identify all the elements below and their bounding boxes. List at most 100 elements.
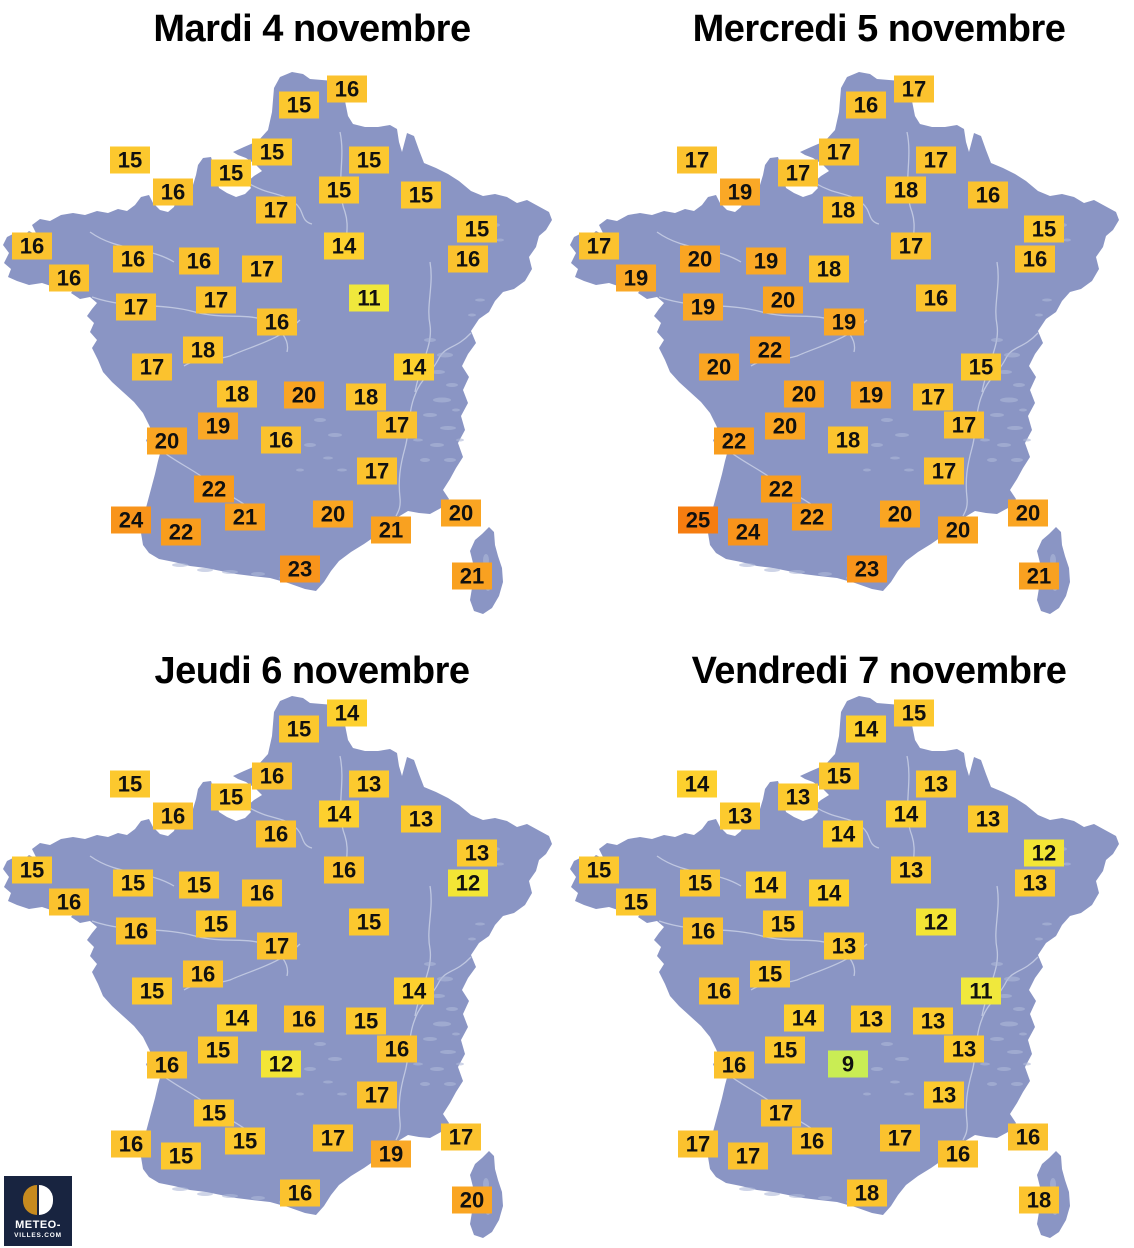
temperature-badge: 16 xyxy=(111,1130,151,1158)
temperature-badge: 14 xyxy=(394,977,434,1005)
temperature-badge: 17 xyxy=(313,1124,353,1152)
temperature-badge: 17 xyxy=(913,383,953,411)
temperature-badge: 22 xyxy=(161,518,201,546)
temperature-badge: 15 xyxy=(346,1007,386,1035)
temperature-badge: 17 xyxy=(242,255,282,283)
temperature-badge: 17 xyxy=(894,75,934,103)
temperature-badge: 20 xyxy=(313,500,353,528)
temperature-badge: 15 xyxy=(110,146,150,174)
forecast-map-mercredi: 16 17 17 17 17 17 19 18 16 18 15 17 17 16 20 19 18 19 16 19… xyxy=(567,0,1134,624)
temperature-badge: 16 xyxy=(938,1140,978,1168)
temperature-badge: 16 xyxy=(49,264,89,292)
temperature-badge: 13 xyxy=(891,856,931,884)
temperature-badge: 15 xyxy=(765,1036,805,1064)
temperature-badge: 18 xyxy=(828,426,868,454)
temperature-badge: 16 xyxy=(324,856,364,884)
map-title: Mercredi 5 novembre xyxy=(692,8,1066,50)
temperature-badge: 15 xyxy=(225,1127,265,1155)
temperature-badge: 16 xyxy=(327,75,367,103)
temperature-badge: 14 xyxy=(324,232,364,260)
temperature-badge: 15 xyxy=(179,871,219,899)
temperature-badge: 18 xyxy=(823,196,863,224)
temperature-badge: 16 xyxy=(252,762,292,790)
temperature-badge: 20 xyxy=(765,412,805,440)
forecast-map-vendredi: 14 15 14 13 15 13 13 14 13 14 12 15 13 13 15 14 14 15 12 16… xyxy=(567,624,1134,1248)
temperature-badge: 15 xyxy=(750,960,790,988)
map-title: Jeudi 6 novembre xyxy=(154,650,470,692)
temperature-badge: 17 xyxy=(441,1123,481,1151)
temperature-badge: 18 xyxy=(809,255,849,283)
temperature-badge: 15 xyxy=(579,856,619,884)
temperature-badge: 12 xyxy=(448,869,488,897)
temperature-badge: 17 xyxy=(256,196,296,224)
temperature-badge: 18 xyxy=(183,336,223,364)
temperature-badge: 17 xyxy=(944,411,984,439)
temperature-badge: 19 xyxy=(851,381,891,409)
temperature-badge: 21 xyxy=(1019,562,1059,590)
temperature-badge: 14 xyxy=(784,1004,824,1032)
temperature-badge: 16 xyxy=(12,232,52,260)
temperature-badge: 16 xyxy=(448,245,488,273)
temperature-badge: 16 xyxy=(714,1051,754,1079)
temperature-badge: 21 xyxy=(452,562,492,590)
temperature-badge: 15 xyxy=(319,176,359,204)
temperature-badge: 15 xyxy=(161,1142,201,1170)
temperature-badge: 17 xyxy=(924,457,964,485)
temperature-badge: 17 xyxy=(579,232,619,260)
temperature-badge: 16 xyxy=(1015,245,1055,273)
temperature-badge: 16 xyxy=(49,888,89,916)
temperature-badge: 17 xyxy=(357,457,397,485)
temperature-badge: 22 xyxy=(714,427,754,455)
temperature-badges: 15 14 15 15 16 13 16 14 13 16 13 15 16 12 15 15 16 16 15 16… xyxy=(0,624,567,1248)
temperature-badge: 13 xyxy=(401,805,441,833)
temperature-badge: 15 xyxy=(457,215,497,243)
temperature-badge: 17 xyxy=(728,1142,768,1170)
temperature-badge: 19 xyxy=(198,412,238,440)
temperature-badge: 22 xyxy=(792,503,832,531)
temperature-badge: 15 xyxy=(12,856,52,884)
temperature-badge: 17 xyxy=(819,138,859,166)
temperature-badge: 14 xyxy=(677,770,717,798)
temperature-badge: 17 xyxy=(916,146,956,174)
temperature-badge: 20 xyxy=(699,353,739,381)
temperature-badge: 14 xyxy=(319,800,359,828)
temperature-badge: 17 xyxy=(196,286,236,314)
temperature-badge: 12 xyxy=(261,1050,301,1078)
logo-text-line2: VILLES.COM xyxy=(14,1232,62,1239)
temperature-badge: 24 xyxy=(111,506,151,534)
temperature-badge: 21 xyxy=(371,516,411,544)
temperature-badge: 16 xyxy=(284,1005,324,1033)
temperature-badge: 17 xyxy=(678,1130,718,1158)
temperature-badge: 14 xyxy=(746,871,786,899)
temperature-badge: 22 xyxy=(750,336,790,364)
temperature-badge: 15 xyxy=(198,1036,238,1064)
temperature-badge: 16 xyxy=(179,247,219,275)
temperature-badge: 13 xyxy=(720,802,760,830)
temperature-badge: 20 xyxy=(938,516,978,544)
temperature-badge: 15 xyxy=(763,910,803,938)
temperature-badge: 18 xyxy=(886,176,926,204)
temperature-badge: 16 xyxy=(699,977,739,1005)
temperature-badge: 16 xyxy=(257,308,297,336)
temperature-badges: 15 16 15 15 15 15 16 15 15 17 15 16 14 16 16 16 17 16 11 17… xyxy=(0,0,567,624)
temperature-badge: 11 xyxy=(349,284,389,312)
temperature-badge: 15 xyxy=(279,91,319,119)
temperature-badge: 20 xyxy=(680,245,720,273)
temperature-badge: 16 xyxy=(183,960,223,988)
temperature-badge: 15 xyxy=(211,159,251,187)
map-title: Vendredi 7 novembre xyxy=(691,650,1067,692)
logo-sun-icon xyxy=(23,1185,53,1215)
temperature-badge: 17 xyxy=(880,1124,920,1152)
temperature-badge: 13 xyxy=(913,1007,953,1035)
temperature-badge: 15 xyxy=(113,869,153,897)
temperature-badge: 25 xyxy=(678,506,718,534)
temperature-badge: 15 xyxy=(349,908,389,936)
forecast-map-mardi: 15 16 15 15 15 15 16 15 15 17 15 16 14 16 16 16 17 16 11 17… xyxy=(0,0,567,624)
temperature-badge: 20 xyxy=(284,381,324,409)
temperature-badge: 17 xyxy=(891,232,931,260)
temperature-badge: 12 xyxy=(1024,839,1064,867)
temperature-badge: 15 xyxy=(616,888,656,916)
temperature-badge: 16 xyxy=(846,91,886,119)
temperature-badge: 18 xyxy=(847,1179,887,1207)
temperature-badge: 18 xyxy=(217,380,257,408)
